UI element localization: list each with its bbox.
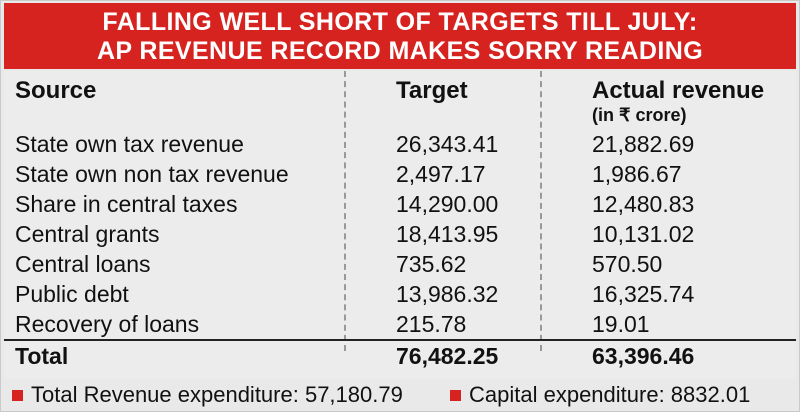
- red-square-icon: [450, 390, 461, 401]
- row-actual: 16,325.74: [592, 281, 695, 307]
- title-line-2: AP REVENUE RECORD MAKES SORRY READING: [96, 37, 704, 65]
- column-divider: [344, 71, 346, 351]
- revenue-table: Source Target Actual revenue (in ₹ crore…: [4, 71, 796, 379]
- row-actual: 21,882.69: [592, 131, 695, 157]
- table-row: Share in central taxes 14,290.00 12,480.…: [4, 189, 796, 219]
- row-actual: 570.50: [592, 251, 663, 277]
- row-source: Public debt: [15, 281, 129, 307]
- footer-revenue-expenditure: Total Revenue expenditure: 57,180.79: [12, 381, 403, 409]
- table-row: Central loans 735.62 570.50: [4, 249, 796, 279]
- table-row: Public debt 13,986.32 16,325.74: [4, 279, 796, 309]
- column-divider: [540, 71, 542, 351]
- row-target: 14,290.00: [396, 191, 499, 217]
- row-actual: 1,986.67: [592, 161, 682, 187]
- row-target: 215.78: [396, 311, 467, 337]
- row-actual: 10,131.02: [592, 221, 695, 247]
- row-target: 26,343.41: [396, 131, 499, 157]
- row-actual: 19.01: [592, 311, 650, 337]
- table-header: Source Target Actual revenue (in ₹ crore…: [4, 71, 796, 127]
- header-source: Source: [15, 77, 97, 104]
- row-target: 2,497.17: [396, 161, 486, 187]
- total-divider: [4, 339, 796, 341]
- header-target: Target: [396, 77, 468, 104]
- title-line-1: FALLING WELL SHORT OF TARGETS TILL JULY:: [102, 8, 698, 36]
- total-actual: 63,396.46: [592, 343, 695, 369]
- row-source: State own non tax revenue: [15, 161, 289, 187]
- total-target: 76,482.25: [396, 343, 499, 369]
- red-square-icon: [12, 390, 23, 401]
- footer-capital-expenditure: Capital expenditure: 8832.01: [450, 381, 750, 409]
- row-source: Share in central taxes: [15, 191, 238, 217]
- header-unit: (in ₹ crore): [592, 105, 687, 125]
- table-row: State own non tax revenue 2,497.17 1,986…: [4, 159, 796, 189]
- row-actual: 12,480.83: [592, 191, 695, 217]
- row-source: State own tax revenue: [15, 131, 244, 157]
- total-label: Total: [15, 343, 69, 369]
- total-row: Total 76,482.25 63,396.46: [4, 341, 796, 371]
- row-source: Central loans: [15, 251, 151, 277]
- row-target: 735.62: [396, 251, 467, 277]
- footer-item-text: Total Revenue expenditure: 57,180.79: [31, 382, 403, 407]
- row-source: Recovery of loans: [15, 311, 200, 337]
- table-row: State own tax revenue 26,343.41 21,882.6…: [4, 129, 796, 159]
- row-target: 18,413.95: [396, 221, 499, 247]
- header-actual: Actual revenue: [592, 77, 765, 104]
- table-row: Central grants 18,413.95 10,131.02: [4, 219, 796, 249]
- table-row: Recovery of loans 215.78 19.01: [4, 309, 796, 339]
- row-source: Central grants: [15, 221, 160, 247]
- title-banner: FALLING WELL SHORT OF TARGETS TILL JULY:…: [4, 3, 796, 69]
- footer-item-text: Capital expenditure: 8832.01: [469, 382, 751, 407]
- row-target: 13,986.32: [396, 281, 499, 307]
- footer-notes: Total Revenue expenditure: 57,180.79 Cap…: [4, 381, 796, 409]
